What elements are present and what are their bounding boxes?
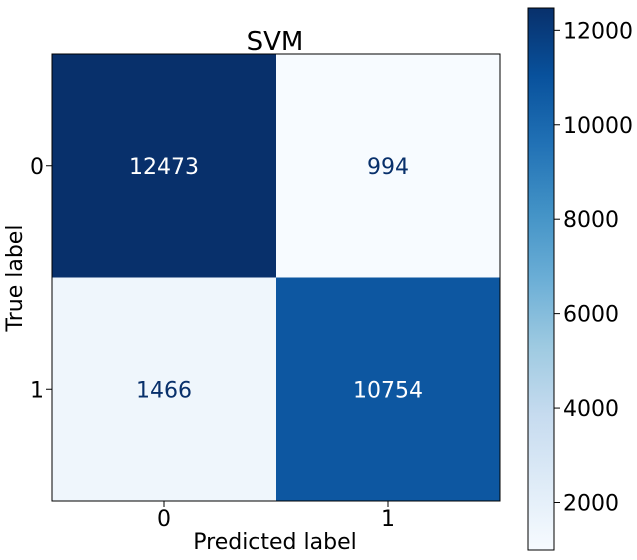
matrix-frame [51,53,501,502]
cell-value-0-1: 994 [367,155,409,180]
colorbar [527,7,555,551]
x-tick-label: 0 [157,507,171,532]
y-tick-label: 1 [30,378,44,403]
colorbar-tick-label: 10000 [563,114,633,139]
matrix-cells: 12473 994 1466 10754 [52,54,500,501]
cell-value-0-0: 12473 [129,155,199,180]
matrix-cell-1-0 [52,277,276,501]
cell-value-1-0: 1466 [136,378,192,403]
colorbar-tick-label: 4000 [563,397,619,422]
y-axis-ticks: 01 [30,155,52,403]
colorbar-tick-label: 6000 [563,303,619,328]
matrix-cell-0-1 [276,54,500,278]
colorbar-tick-label: 12000 [563,19,633,44]
y-tick-label: 0 [30,155,44,180]
chart-title: SVM [247,27,304,57]
cell-value-1-1: 10754 [353,378,423,403]
y-axis-label: True label [3,225,28,333]
colorbar-ticks: 2000 4000 6000 8000 10000 12000 [554,19,633,517]
colorbar-tick-label: 8000 [563,208,619,233]
x-tick-label: 1 [381,507,395,532]
matrix-cell-1-1 [276,277,500,501]
x-axis-label: Predicted label [193,530,356,555]
colorbar-tick-label: 2000 [563,492,619,517]
matrix-cell-0-0 [52,54,276,278]
